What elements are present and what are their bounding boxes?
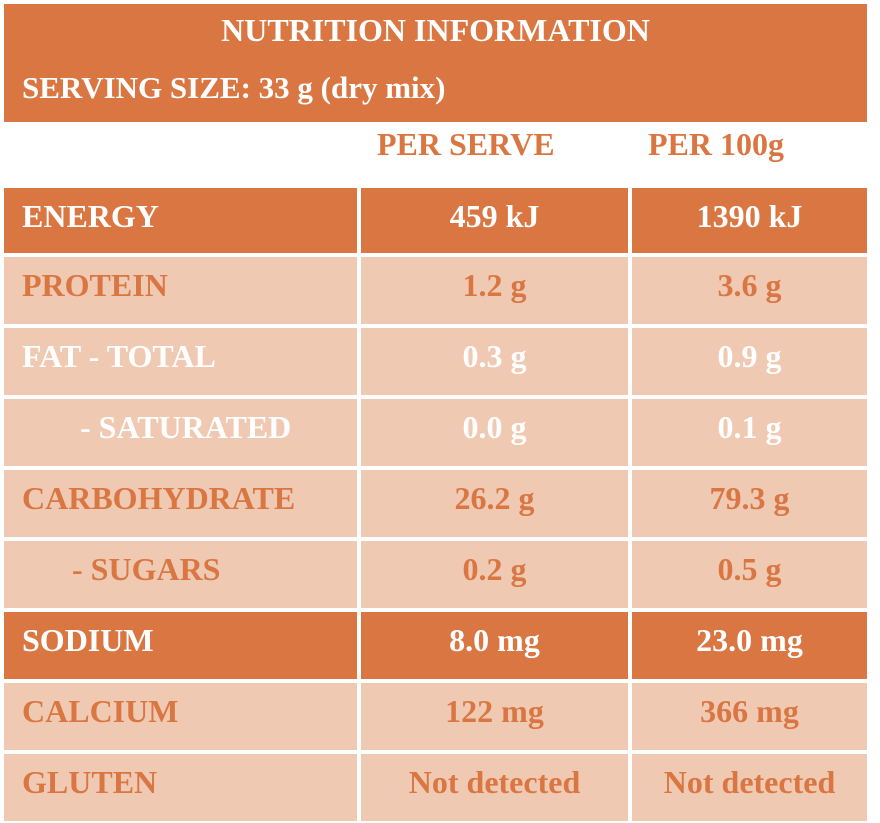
per-100g-value: 366 mg — [632, 683, 867, 750]
table-row-protein: PROTEIN 1.2 g 3.6 g — [4, 257, 867, 324]
row-label: PROTEIN — [4, 257, 357, 324]
column-headers: PER SERVE PER 100g — [4, 124, 867, 184]
per-100g-value: 0.5 g — [632, 541, 867, 608]
per-100g-value: 23.0 mg — [632, 612, 867, 679]
column-header-per-100g: PER 100g — [648, 126, 784, 162]
table-row-fat-total: FAT - TOTAL 0.3 g 0.9 g — [4, 328, 867, 395]
table-header: NUTRITION INFORMATION SERVING SIZE: 33 g… — [4, 4, 867, 122]
per-serve-value: 0.0 g — [361, 399, 628, 466]
row-label: FAT - TOTAL — [4, 328, 357, 395]
row-label: CALCIUM — [4, 683, 357, 750]
table-row-sugars: - SUGARS 0.2 g 0.5 g — [4, 541, 867, 608]
per-100g-value: 0.9 g — [632, 328, 867, 395]
table-row-saturated: - SATURATED 0.0 g 0.1 g — [4, 399, 867, 466]
per-100g-value: 3.6 g — [632, 257, 867, 324]
row-label: SODIUM — [4, 612, 357, 679]
per-serve-value: 8.0 mg — [361, 612, 628, 679]
per-serve-value: 26.2 g — [361, 470, 628, 537]
per-serve-value: 1.2 g — [361, 257, 628, 324]
per-serve-value: 0.2 g — [361, 541, 628, 608]
row-label: ENERGY — [4, 188, 357, 253]
per-100g-value: 79.3 g — [632, 470, 867, 537]
table-row-energy: ENERGY 459 kJ 1390 kJ — [4, 188, 867, 253]
per-100g-value: Not detected — [632, 754, 867, 821]
row-label: CARBOHYDRATE — [4, 470, 357, 537]
per-serve-value: 459 kJ — [361, 188, 628, 253]
table-row-sodium: SODIUM 8.0 mg 23.0 mg — [4, 612, 867, 679]
row-label: - SATURATED — [4, 399, 357, 466]
per-100g-value: 1390 kJ — [632, 188, 867, 253]
table-row-gluten: GLUTEN Not detected Not detected — [4, 754, 867, 821]
serving-size: SERVING SIZE: 33 g (dry mix) — [22, 70, 446, 105]
per-100g-value: 0.1 g — [632, 399, 867, 466]
row-label: - SUGARS — [4, 541, 357, 608]
per-serve-value: Not detected — [361, 754, 628, 821]
per-serve-value: 0.3 g — [361, 328, 628, 395]
table-title: NUTRITION INFORMATION — [221, 12, 650, 48]
per-serve-value: 122 mg — [361, 683, 628, 750]
table-row-calcium: CALCIUM 122 mg 366 mg — [4, 683, 867, 750]
row-label: GLUTEN — [4, 754, 357, 821]
column-header-per-serve: PER SERVE — [377, 126, 555, 162]
table-row-carbohydrate: CARBOHYDRATE 26.2 g 79.3 g — [4, 470, 867, 537]
